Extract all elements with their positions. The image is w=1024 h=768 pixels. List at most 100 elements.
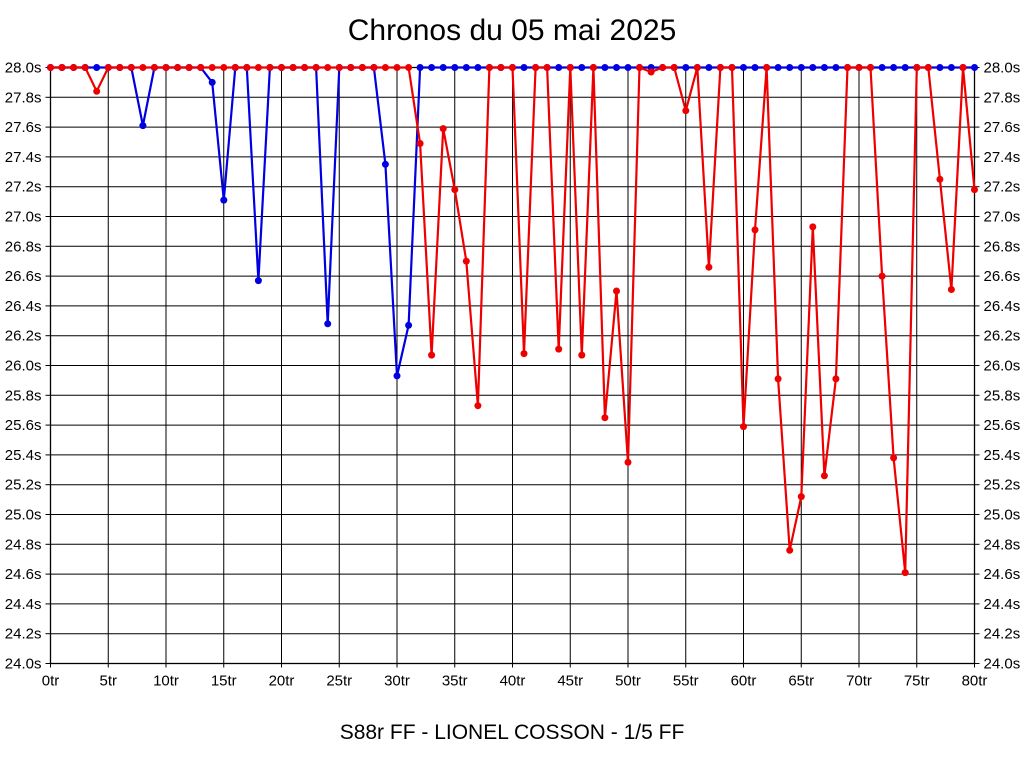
- x-tick-label: 40tr: [500, 673, 526, 690]
- y-tick-label-left: 25.0s: [5, 507, 42, 524]
- series-chrono-red-marker: [693, 64, 701, 71]
- series-chrono-red-marker: [289, 64, 297, 71]
- y-tick-label-left: 24.4s: [5, 596, 42, 613]
- series-chrono-blue-marker: [774, 64, 782, 71]
- series-chrono-blue-marker: [254, 277, 262, 285]
- x-tick-label: 75tr: [904, 673, 930, 690]
- y-tick-label-left: 26.8s: [5, 238, 42, 255]
- x-tick-label: 50tr: [615, 673, 641, 690]
- series-chrono-blue-marker: [624, 64, 632, 71]
- series-chrono-blue-marker: [809, 64, 817, 71]
- series-chrono-red-marker: [116, 64, 124, 71]
- y-tick-label-left: 24.2s: [5, 626, 42, 643]
- series-chrono-red-marker: [867, 64, 874, 71]
- x-tick-label: 30tr: [384, 673, 410, 690]
- series-chrono-red-marker: [185, 64, 193, 71]
- series-chrono-blue-marker: [462, 64, 470, 71]
- y-tick-label-left: 26.2s: [5, 328, 42, 345]
- series-chrono-red-marker: [924, 64, 932, 71]
- series-chrono-red-marker: [844, 64, 851, 71]
- series-chrono-red-marker: [774, 375, 782, 383]
- series-chrono-blue-marker: [890, 64, 898, 71]
- series-chrono-red-marker: [543, 64, 551, 71]
- series-chrono-blue-marker: [820, 64, 828, 71]
- y-tick-label-left: 26.4s: [5, 298, 42, 315]
- series-chrono-red-marker: [428, 351, 436, 359]
- series-chrono-red-marker: [636, 64, 643, 71]
- y-tick-label-left: 25.2s: [5, 477, 42, 494]
- series-chrono-blue-marker: [416, 64, 424, 71]
- series-chrono-red-marker: [301, 64, 309, 71]
- series-chrono-red-marker: [601, 414, 609, 422]
- series-chrono-red-marker: [335, 64, 343, 71]
- y-tick-label-left: 24.8s: [5, 536, 42, 553]
- series-chrono-red-marker: [820, 472, 828, 480]
- series-chrono-red-marker: [278, 64, 285, 71]
- series-chrono-blue-marker: [971, 64, 978, 71]
- y-tick-label-left: 27.0s: [5, 209, 42, 226]
- y-tick-label-right: 28.0s: [984, 60, 1021, 77]
- series-chrono-red-marker: [243, 64, 251, 71]
- y-tick-label-left: 24.0s: [5, 656, 42, 673]
- series-chrono-red-marker: [890, 454, 898, 462]
- series-chrono-blue-marker: [786, 64, 794, 71]
- series-chrono-red-marker: [104, 64, 112, 71]
- series-chrono-red-marker: [878, 272, 886, 280]
- y-tick-label-left: 28.0s: [5, 60, 42, 77]
- y-tick-label-left: 24.6s: [5, 566, 42, 583]
- y-tick-label-right: 27.6s: [984, 119, 1021, 136]
- series-chrono-red-marker: [439, 125, 447, 133]
- series-chrono-red-marker: [566, 64, 574, 71]
- y-tick-label-left: 27.6s: [5, 119, 42, 136]
- x-tick-label: 45tr: [557, 673, 583, 690]
- series-chrono-blue-marker: [936, 64, 944, 71]
- y-tick-label-right: 26.2s: [984, 328, 1021, 345]
- series-chrono-red-marker: [589, 64, 597, 71]
- series-chrono-red-marker: [139, 64, 147, 71]
- series-chrono-red-marker: [901, 569, 909, 577]
- series-chrono-blue-marker: [439, 64, 447, 71]
- y-tick-label-left: 26.0s: [5, 358, 42, 375]
- y-tick-label-right: 24.4s: [984, 596, 1021, 613]
- series-chrono-red-marker: [728, 64, 736, 71]
- y-tick-label-right: 25.8s: [984, 387, 1021, 404]
- series-chrono-red-marker: [716, 64, 724, 71]
- series-chrono-red-marker: [509, 64, 516, 71]
- y-tick-label-right: 26.8s: [984, 238, 1021, 255]
- x-tick-label: 70tr: [846, 673, 872, 690]
- series-chrono-red-marker: [266, 64, 274, 71]
- series-chrono-blue-marker: [324, 320, 332, 328]
- series-chrono-red-marker: [971, 186, 978, 194]
- y-tick-label-right: 24.2s: [984, 626, 1021, 643]
- series-chrono-red-marker: [555, 345, 563, 353]
- y-tick-label-right: 26.6s: [984, 268, 1021, 285]
- y-tick-label-right: 26.4s: [984, 298, 1021, 315]
- series-chrono-red-marker: [162, 64, 170, 71]
- series-chrono-red-marker: [740, 423, 747, 431]
- x-tick-label: 0tr: [42, 673, 60, 690]
- series-chrono-blue-marker: [878, 64, 886, 71]
- y-tick-label-right: 24.0s: [984, 656, 1021, 673]
- series-chrono-red-marker: [231, 64, 239, 71]
- series-chrono-blue-marker: [555, 64, 563, 71]
- series-chrono-red-marker: [347, 64, 355, 71]
- x-tick-label: 80tr: [962, 673, 988, 690]
- y-tick-label-right: 25.6s: [984, 417, 1021, 434]
- series-chrono-red-marker: [751, 226, 759, 234]
- y-tick-label-right: 27.0s: [984, 209, 1021, 226]
- y-tick-label-right: 27.8s: [984, 89, 1021, 106]
- series-chrono-red-marker: [381, 64, 389, 71]
- x-tick-label: 65tr: [788, 673, 814, 690]
- series-chrono-red-marker: [659, 64, 667, 71]
- series-chrono-blue-marker: [220, 196, 228, 204]
- series-chrono-red-marker: [786, 546, 794, 554]
- series-chrono-red-marker: [451, 186, 459, 194]
- x-tick-label: 25tr: [326, 673, 352, 690]
- series-chrono-red-marker: [254, 64, 262, 71]
- series-chrono-red-marker: [324, 64, 332, 71]
- y-tick-label-left: 25.6s: [5, 417, 42, 434]
- series-chrono-red-marker: [197, 64, 205, 71]
- series-chrono-blue-marker: [705, 64, 713, 71]
